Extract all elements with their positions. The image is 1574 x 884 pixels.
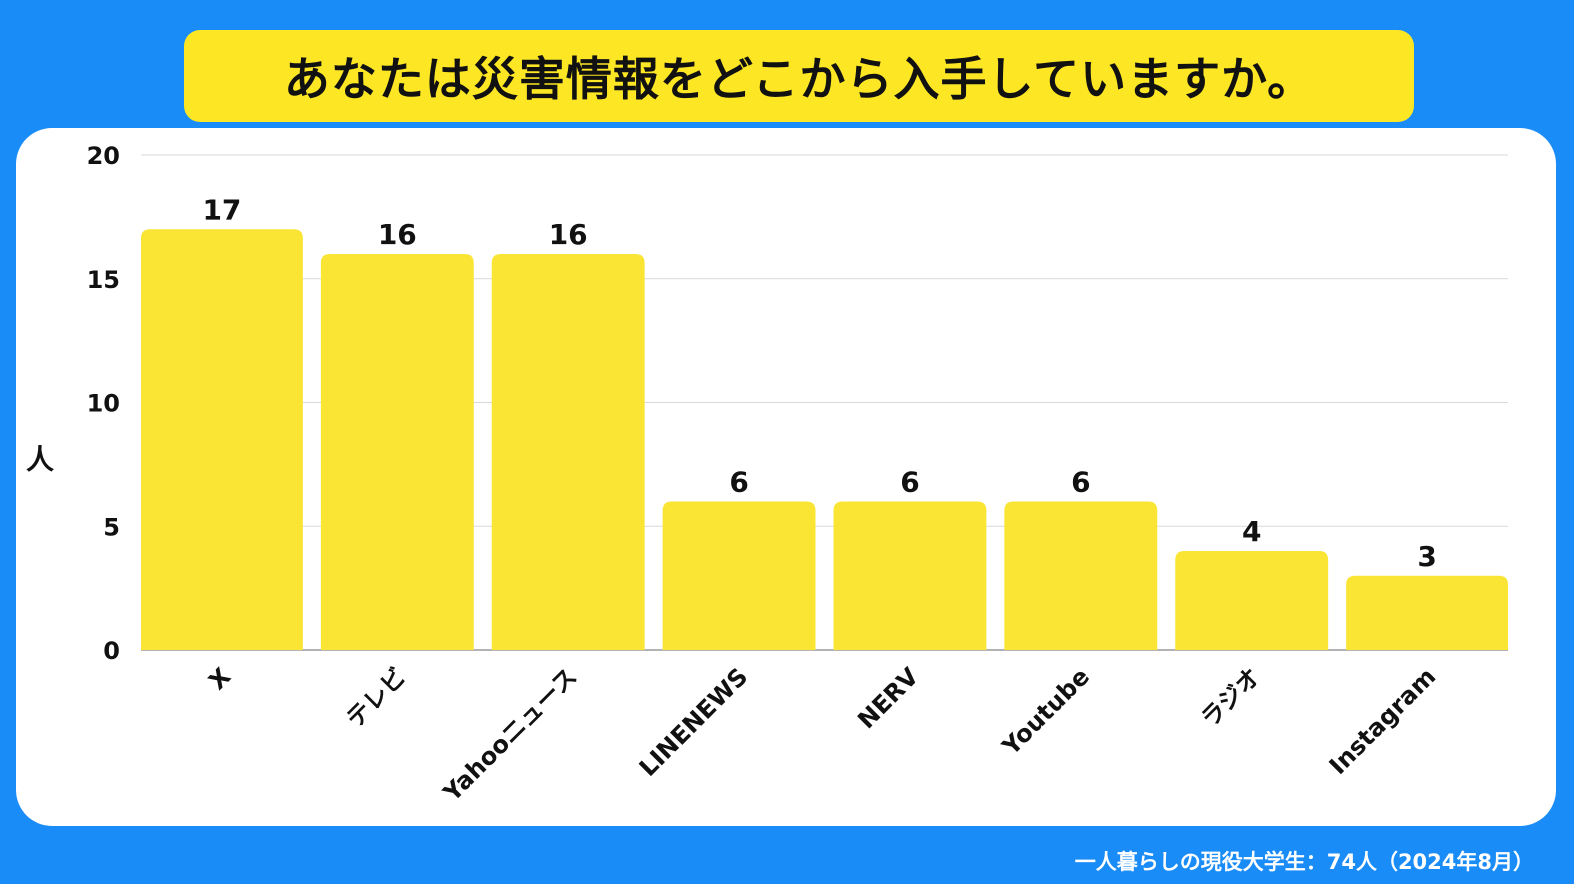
x-tick-label: Youtube	[996, 662, 1095, 761]
y-tick-label: 20	[87, 142, 120, 170]
chart-title: あなたは災害情報をどこから入手していますか。	[283, 52, 1315, 106]
bar-3	[491, 254, 645, 650]
x-tick-label: Yahooニュース	[437, 662, 582, 807]
bar-6	[1004, 501, 1158, 650]
y-tick-label: 5	[103, 513, 120, 541]
bar-7	[1175, 551, 1329, 650]
data-label: 6	[729, 466, 748, 499]
data-label: 17	[202, 193, 241, 226]
x-tick-label: ラジオ	[1196, 662, 1266, 732]
x-tick-label: LINENEWS	[634, 662, 753, 781]
x-tick-label: X	[203, 662, 236, 695]
bar-1	[141, 229, 303, 650]
x-tick-label: NERV	[852, 662, 924, 734]
y-tick-label: 10	[87, 390, 120, 418]
x-tick-label: テレビ	[341, 662, 412, 733]
y-tick-label: 15	[87, 266, 120, 294]
y-tick-label: 0	[103, 637, 120, 665]
x-tick-label: Instagram	[1324, 662, 1442, 780]
data-label: 4	[1242, 515, 1261, 548]
bar-2	[320, 254, 474, 650]
data-label: 16	[378, 218, 417, 251]
title-banner: あなたは災害情報をどこから入手していますか。	[184, 30, 1414, 122]
bar-8	[1346, 575, 1508, 650]
y-axis-label: 人	[26, 443, 54, 476]
data-label: 3	[1417, 540, 1436, 573]
bar-4	[662, 501, 816, 650]
data-label: 16	[549, 218, 588, 251]
data-label: 6	[1071, 466, 1090, 499]
bar-5	[833, 501, 987, 650]
data-label: 6	[900, 466, 919, 499]
sample-footnote: 一人暮らしの現役大学生：74人（2024年8月）	[1074, 850, 1534, 874]
